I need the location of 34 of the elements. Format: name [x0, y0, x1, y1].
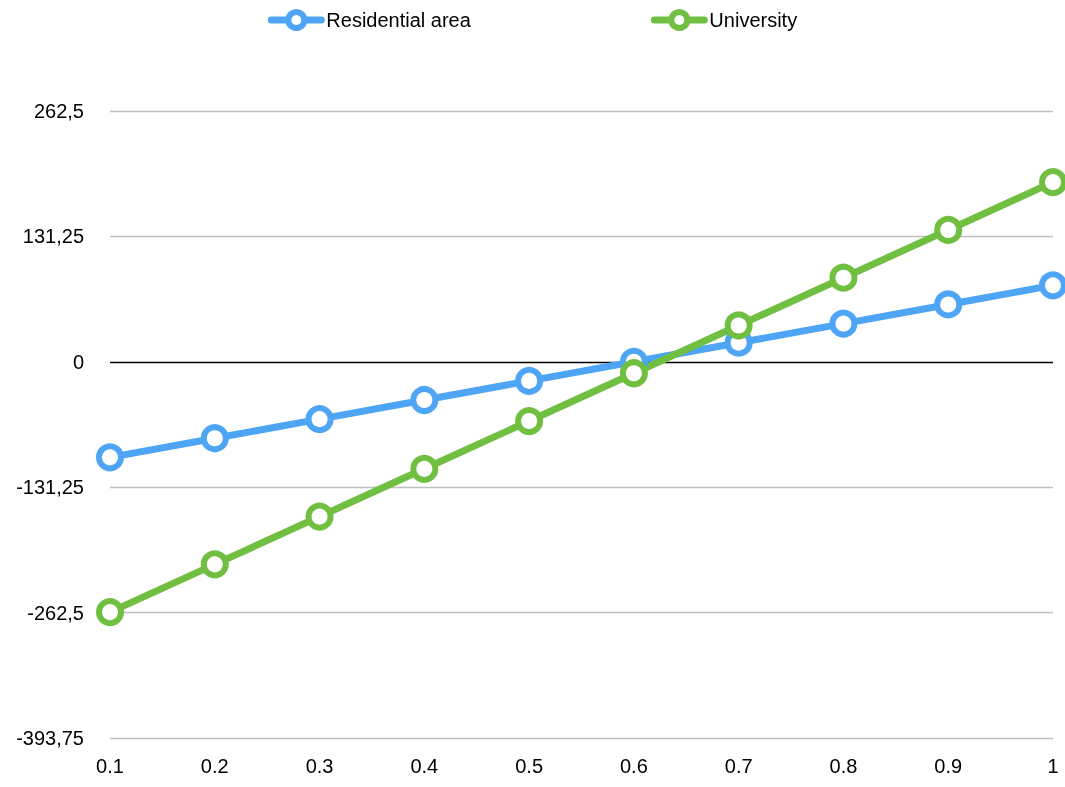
x-tick-label: 1 — [1047, 755, 1059, 777]
x-tick-label: 0.1 — [96, 755, 124, 777]
y-tick-label: 262,5 — [33, 100, 84, 122]
point — [619, 359, 648, 388]
y-tick-label: -131,25 — [16, 476, 84, 499]
x-tick-label: 0.8 — [829, 755, 858, 777]
point — [829, 263, 858, 292]
point — [200, 550, 229, 579]
y-tick-label: 0 — [72, 350, 84, 373]
point — [200, 424, 229, 453]
point — [410, 454, 439, 483]
legend-label: Residential area — [326, 9, 472, 31]
x-tick-label: 0.5 — [515, 755, 544, 777]
x-tick-label: 0.2 — [200, 755, 229, 777]
x-tick-label: 0.9 — [934, 755, 963, 777]
point — [934, 215, 963, 244]
point — [410, 386, 439, 415]
y-tick-label: -262,5 — [27, 601, 84, 624]
point — [515, 366, 544, 395]
x-tick-label: 0.6 — [619, 755, 648, 777]
x-tick-label: 0.7 — [724, 755, 753, 777]
point — [96, 443, 124, 472]
point — [724, 311, 753, 340]
point — [305, 405, 334, 434]
point — [934, 290, 963, 319]
y-tick-label: 131,25 — [22, 225, 84, 248]
point — [96, 598, 124, 627]
point — [305, 502, 334, 531]
point — [515, 407, 544, 436]
y-tick-label: -393,75 — [16, 727, 84, 749]
point — [829, 309, 858, 338]
x-tick-label: 0.3 — [305, 755, 334, 777]
x-tick-label: 0.4 — [410, 755, 439, 777]
legend-label: University — [709, 9, 798, 31]
